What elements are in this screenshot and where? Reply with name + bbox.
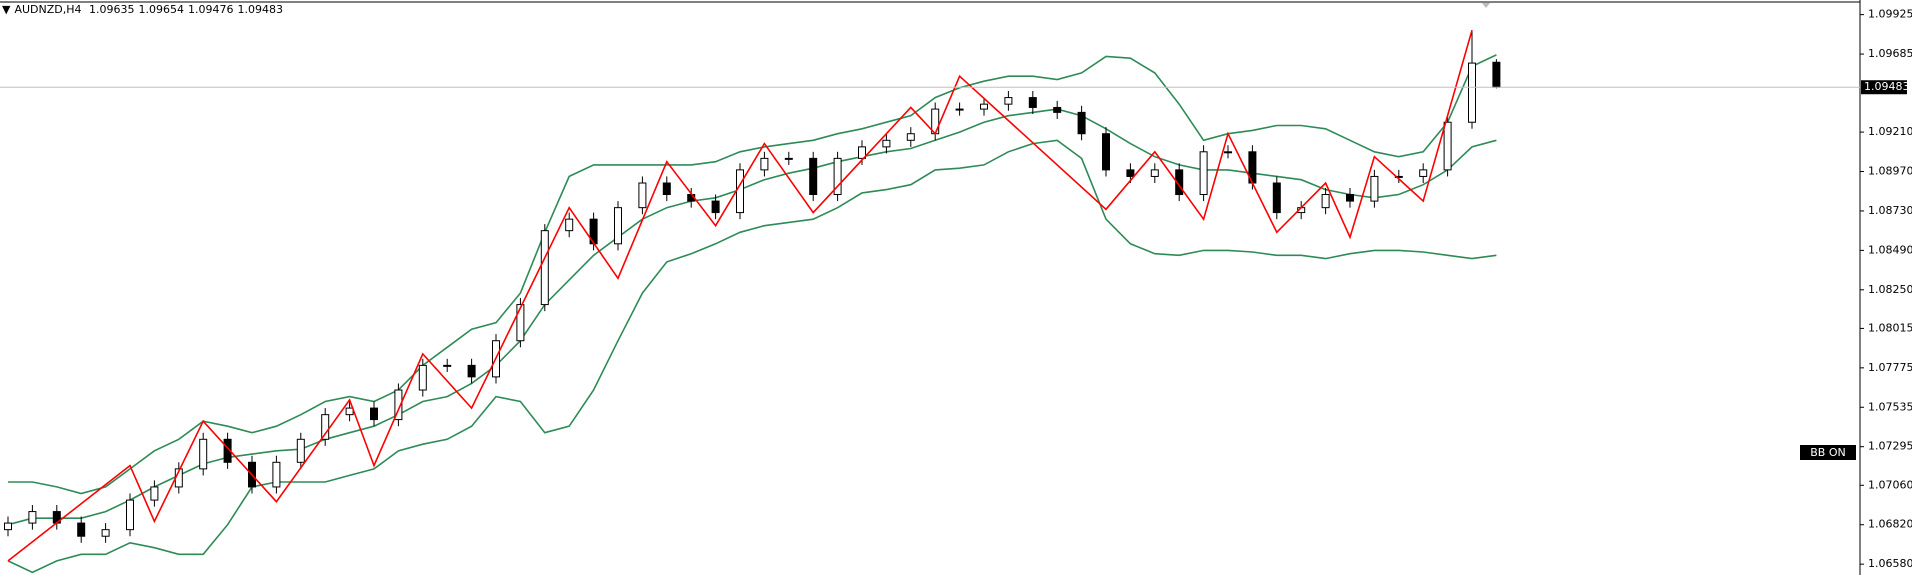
candle-body [906,133,915,141]
price-label-box [1861,80,1907,95]
candle-body [662,182,671,196]
high-value: 1.09654 [138,3,185,16]
candle-body [833,157,842,196]
candle-body [565,218,574,232]
candle-body [296,438,305,463]
band-middle [7,108,1497,526]
y-tick-label: 1.09210 [1868,125,1912,138]
candle-body [150,486,159,501]
y-tick-label: 1.07775 [1868,361,1912,374]
candle-body [1028,97,1037,108]
header-arrow[interactable]: ▼ [2,3,11,16]
y-tick-label: 1.09685 [1868,47,1912,60]
y-tick-label: 1.08250 [1868,283,1912,296]
y-tick-label: 1.08015 [1868,321,1912,334]
candle-body [272,461,281,488]
y-tick-label: 1.06580 [1868,557,1912,570]
candle-body [101,529,110,537]
candle-body [1126,169,1135,177]
candle-body [394,389,403,421]
candle-body [1468,62,1476,123]
candle-body [1199,151,1208,196]
candle-body [4,522,12,531]
candle-body [1272,182,1281,214]
close-value: 1.09483 [237,3,284,16]
candle-body [760,157,769,171]
candle-body [711,200,720,214]
band-upper [8,54,1497,495]
candle-body [1321,194,1330,209]
candle-body [1443,121,1452,171]
candle-body [28,511,37,524]
shift-marker [1482,3,1490,8]
candle-body [809,157,818,196]
y-tick-label: 1.09925 [1868,8,1912,21]
band-lower [7,139,1497,574]
y-tick-label: 1.08970 [1868,165,1912,178]
candle-body [370,407,378,421]
candle-body [1053,106,1062,113]
candle-body [784,157,793,160]
candle-body [980,103,988,110]
candle-body [1346,194,1354,202]
candle-body [540,230,549,306]
candle-body [345,407,354,416]
candle-body [1175,169,1184,196]
candle-body [1419,169,1428,177]
candle-body [1394,175,1403,178]
candle-body [1004,97,1013,105]
candle-body [1102,133,1110,171]
chart-header: ▼ AUDNZD,H4 1.09635 1.09654 1.09476 1.09483 [2,3,287,16]
y-tick-label: 1.08730 [1868,204,1912,217]
low-value: 1.09476 [188,3,234,16]
candle-body [516,304,525,342]
candle-body [858,146,866,159]
y-tick-label: 1.07060 [1868,478,1912,491]
y-tick-label: 1.06820 [1868,518,1912,531]
candle-body [418,364,427,391]
candle-body [736,169,744,214]
price-label: 1.09483 [1864,80,1910,93]
candle-body [1150,169,1159,177]
candle-body [882,139,891,148]
candle-body [77,522,86,537]
candle-body [126,499,134,531]
symbol: AUDNZD,H4 [14,3,82,16]
y-tick-label: 1.07295 [1868,440,1912,453]
open-value: 1.09635 [89,3,135,16]
bb-button[interactable]: BB ON [1810,446,1845,459]
candle-body [467,364,476,378]
candle-body [1077,111,1086,135]
zigzag-line [7,29,1473,562]
candle-body [443,364,452,367]
bb-button-box[interactable] [1800,445,1856,460]
candle-body [955,108,964,111]
candle-body [1370,175,1379,202]
candle-body [1492,61,1501,88]
candle-body [199,438,208,470]
candle-body [638,182,647,209]
candle-body [614,207,622,245]
y-tick-label: 1.07535 [1868,400,1912,413]
candle-body [1224,151,1232,154]
y-tick-label: 1.08490 [1868,243,1912,256]
candle-body [321,414,330,440]
